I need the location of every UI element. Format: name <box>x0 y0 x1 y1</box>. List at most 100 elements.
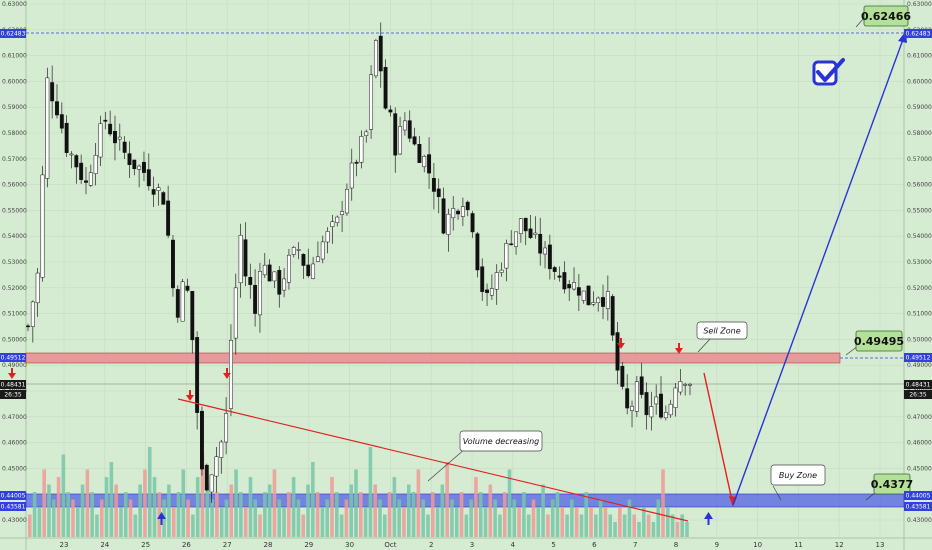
candle <box>291 245 296 258</box>
volume-bar <box>670 514 675 537</box>
candle <box>456 208 460 220</box>
volume-bar <box>330 477 334 537</box>
volume-bar <box>603 507 608 537</box>
y-tick-label: 0.57000 <box>907 156 932 163</box>
candle <box>422 154 427 173</box>
candle <box>451 196 456 231</box>
candle <box>349 148 354 201</box>
candle <box>649 391 654 431</box>
volume-bar <box>512 499 517 537</box>
buy-zone-callout: Buy Zone <box>770 464 826 501</box>
forecast-rise-line <box>732 33 906 506</box>
volume-bar <box>464 514 469 537</box>
candle <box>470 210 475 238</box>
candle <box>668 399 673 418</box>
candle <box>79 154 84 184</box>
buy-arrows <box>157 512 713 525</box>
candle <box>296 242 301 260</box>
volume-bar <box>301 514 306 537</box>
volume-bar <box>138 484 142 537</box>
volume-bar <box>445 462 449 537</box>
volume-bar <box>627 499 632 537</box>
x-tick-label: 10 <box>753 541 762 549</box>
volume-bar <box>143 469 147 537</box>
volume-bar <box>287 492 291 537</box>
candle <box>344 183 349 216</box>
y-tick-label: 0.45000 <box>2 465 27 472</box>
volume-bar <box>478 492 483 537</box>
candle <box>74 154 79 184</box>
volume-bar <box>651 522 656 537</box>
volume-bar <box>263 492 267 537</box>
volume-bar <box>114 484 118 537</box>
volume-bar <box>47 484 51 537</box>
volume-bar <box>104 477 109 537</box>
volume-bar <box>243 507 248 537</box>
candle <box>388 105 393 117</box>
y-tick-label: 0.49000 <box>907 362 932 369</box>
y-tick-label: 0.61000 <box>2 53 27 60</box>
x-tick-label: 12 <box>835 541 844 549</box>
candle <box>572 267 576 291</box>
volume-bar <box>171 507 176 537</box>
x-tick-label: 26 <box>182 541 191 549</box>
svg-text:0.44005: 0.44005 <box>1 493 26 500</box>
candle <box>354 159 359 177</box>
candle <box>315 241 320 263</box>
volume-bar <box>454 507 459 537</box>
tag-countdown-right: 26:35 <box>904 390 932 399</box>
sell-arrows <box>8 338 683 401</box>
candle <box>528 215 533 240</box>
volume-bar <box>646 514 651 537</box>
volume-bar <box>618 507 622 537</box>
svg-text:0.62483: 0.62483 <box>1 31 26 38</box>
candle <box>547 234 552 280</box>
candle <box>45 67 50 188</box>
candle <box>171 235 175 297</box>
volume-bar <box>598 499 603 537</box>
candle <box>364 129 369 143</box>
candle <box>644 382 649 430</box>
volume-bar <box>210 499 214 537</box>
volume-bar <box>311 462 315 537</box>
forecast-drop-line <box>703 372 734 506</box>
svg-text:0.48431: 0.48431 <box>1 382 26 389</box>
y-tick-label: 0.55000 <box>2 207 27 214</box>
tag-buy-top-right: 0.44005 <box>904 491 932 500</box>
volume-bar <box>181 469 186 537</box>
x-tick-label: 11 <box>794 541 803 549</box>
candle <box>262 252 267 278</box>
candle <box>605 275 610 321</box>
candle <box>161 191 166 205</box>
volume-bar <box>119 507 123 537</box>
buy-zone-band <box>25 493 905 508</box>
volume-bar <box>200 454 205 537</box>
candle <box>398 116 403 155</box>
candle <box>523 217 528 246</box>
candle <box>146 153 151 191</box>
y-tick-label: 0.59000 <box>2 104 27 111</box>
y-tick-label: 0.53000 <box>2 259 27 266</box>
candle <box>209 474 214 503</box>
candle <box>214 446 219 493</box>
volume-bar <box>546 514 550 537</box>
candle <box>601 284 605 320</box>
candle <box>567 280 572 302</box>
candle <box>518 218 523 243</box>
sell-zone-callout: Sell Zone <box>696 321 748 353</box>
y-tick-label: 0.47000 <box>2 414 27 421</box>
candle <box>69 151 74 169</box>
volume-bar <box>320 507 325 537</box>
y-axis-left: 0.630000.620000.610000.600000.590000.580… <box>2 1 27 524</box>
volume-bar <box>570 499 574 537</box>
candle <box>219 439 224 474</box>
volume-bar <box>128 499 133 537</box>
volume-bar <box>123 492 128 537</box>
candle <box>446 208 451 252</box>
volume-bar <box>66 492 70 537</box>
candle <box>610 294 615 342</box>
y-tick-label: 0.46000 <box>2 440 27 447</box>
volume-bar <box>637 522 641 537</box>
